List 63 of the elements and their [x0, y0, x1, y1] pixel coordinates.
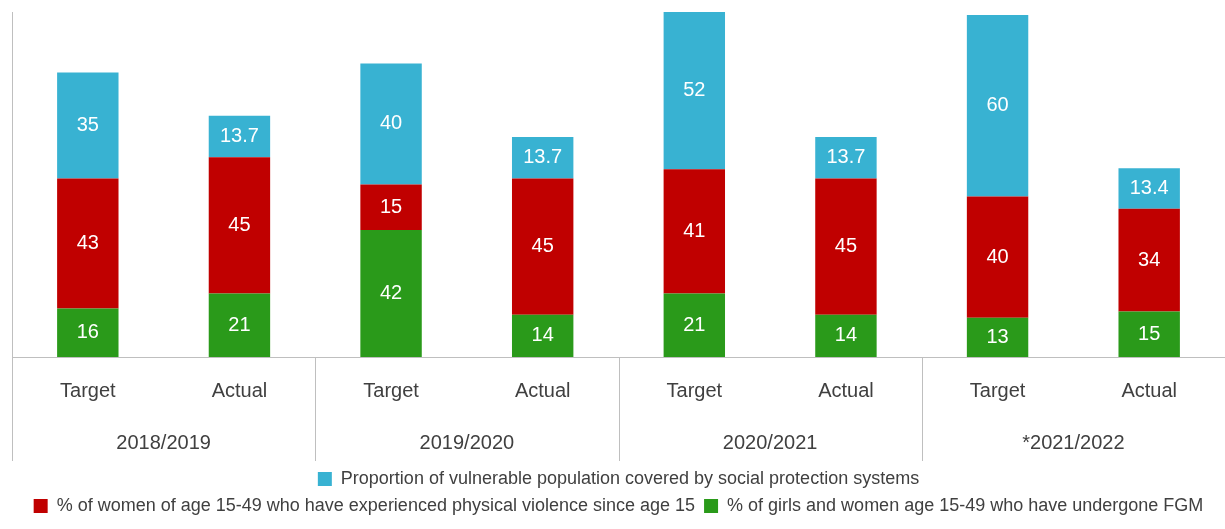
- data-label: 34: [1138, 247, 1161, 270]
- bar: [1118, 311, 1180, 357]
- legend-label: % of women of age 15-49 who have experienced physical violence since age 15: [56, 494, 696, 515]
- x-tick-label: Actual: [1121, 378, 1177, 401]
- data-label: 16: [76, 320, 99, 343]
- bar: [966, 196, 1029, 318]
- data-label: 21: [228, 312, 251, 335]
- text: 2018/2019: [116, 430, 211, 453]
- data-label: 13.7: [826, 145, 866, 168]
- data-label: 35: [76, 113, 99, 135]
- legend-label: % of girls and women age 15-49 who have undergone FGM: [727, 494, 1204, 515]
- bar: [815, 314, 877, 357]
- data-label: 41: [683, 218, 706, 241]
- legend-label: Proportion of vulnerable population covered by social protection systems: [340, 467, 920, 488]
- data-label: 15: [379, 194, 403, 217]
- bar: [511, 136, 574, 179]
- data-label: 45: [228, 212, 251, 235]
- bar: [360, 184, 422, 230]
- data-label: 15: [1138, 321, 1161, 344]
- x-tick-label: Actual: [211, 378, 268, 401]
- data-label: 21: [683, 312, 706, 335]
- bar: [57, 72, 119, 179]
- text: 2019/2020: [419, 430, 515, 453]
- data-label: 40: [379, 111, 403, 134]
- data-label: 13.4: [1129, 175, 1169, 198]
- bar: [511, 314, 574, 357]
- data-label: 13.7: [523, 145, 563, 168]
- bar: [663, 169, 726, 294]
- x-tick-label: Actual: [514, 378, 571, 401]
- bar: [663, 12, 726, 170]
- data-label: 42: [379, 280, 403, 303]
- bar: [1118, 168, 1180, 209]
- x-tick-label: Target: [666, 378, 723, 401]
- bar: [511, 178, 574, 315]
- bar: [360, 63, 422, 185]
- bar: [208, 157, 271, 294]
- data-label: 13.7: [219, 124, 259, 147]
- data-label: 45: [834, 234, 858, 257]
- data-label: 60: [986, 93, 1009, 116]
- data-label: 43: [76, 231, 99, 254]
- data-label: 52: [683, 78, 706, 101]
- x-tick-label: Target: [969, 378, 1026, 401]
- bar: [815, 136, 877, 179]
- data-label: 45: [531, 234, 554, 257]
- text: 2020/2021: [722, 430, 818, 453]
- bar: [1118, 208, 1180, 312]
- bar: [815, 178, 877, 315]
- x-tick-label: Target: [60, 378, 117, 401]
- bar: [57, 308, 119, 357]
- bar: [360, 229, 422, 357]
- text: *2021/2022: [1022, 430, 1125, 453]
- x-tick-label: Actual: [818, 378, 874, 401]
- data-label: 13: [986, 324, 1009, 347]
- bar: [966, 15, 1029, 197]
- data-label: 40: [986, 244, 1009, 267]
- data-label: 14: [531, 323, 554, 346]
- bar: [663, 293, 726, 357]
- data-label: 14: [834, 323, 858, 346]
- bar: [966, 317, 1029, 357]
- x-tick-label: Target: [363, 378, 420, 401]
- bar: [57, 178, 119, 309]
- bar: [208, 293, 271, 357]
- bar: [208, 115, 271, 158]
